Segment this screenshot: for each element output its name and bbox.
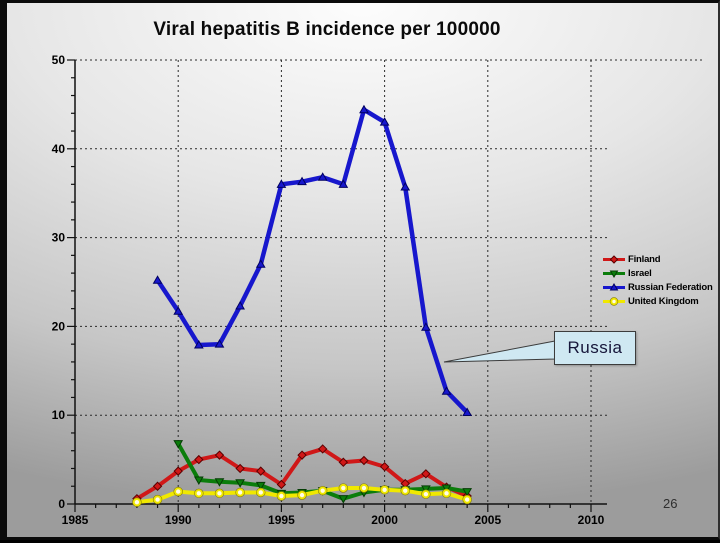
legend-item-united-kingdom: United Kingdom <box>603 295 713 307</box>
svg-text:2005: 2005 <box>474 513 501 527</box>
svg-text:2010: 2010 <box>578 513 605 527</box>
diamond-legend-marker-icon <box>603 254 625 264</box>
circle-open-legend-marker-icon <box>603 296 625 306</box>
chart-title: Viral hepatitis B incidence per 100000 <box>153 19 501 40</box>
legend-item-russian-federation: Russian Federation <box>603 281 713 293</box>
russia-callout-label: Russia <box>567 338 623 357</box>
svg-text:30: 30 <box>52 231 66 245</box>
chart-canvas: 0 10 20 30 40 50 1985 1990 1995 2000 2005 2010 <box>52 53 705 527</box>
svg-text:20: 20 <box>52 319 66 333</box>
svg-text:2000: 2000 <box>371 513 398 527</box>
svg-text:10: 10 <box>52 408 66 422</box>
legend-item-israel: Israel <box>603 267 713 279</box>
chart-legend: Finland Israel Russian Federation United Ki… <box>603 253 713 307</box>
legend-label: Israel <box>628 267 652 279</box>
legend-item-finland: Finland <box>603 253 713 265</box>
page-number: 26 <box>663 496 678 511</box>
svg-text:50: 50 <box>52 53 66 67</box>
svg-text:0: 0 <box>58 497 65 511</box>
triangle-up-legend-marker-icon <box>603 282 625 290</box>
legend-label: Russian Federation <box>628 281 713 293</box>
legend-label: United Kingdom <box>628 295 699 307</box>
triangle-down-legend-marker-icon <box>603 270 625 278</box>
legend-label: Finland <box>628 253 661 265</box>
svg-text:40: 40 <box>52 142 66 156</box>
russia-callout: Russia <box>554 331 636 365</box>
svg-text:1995: 1995 <box>268 513 295 527</box>
svg-text:1990: 1990 <box>165 513 192 527</box>
svg-text:1985: 1985 <box>62 513 89 527</box>
